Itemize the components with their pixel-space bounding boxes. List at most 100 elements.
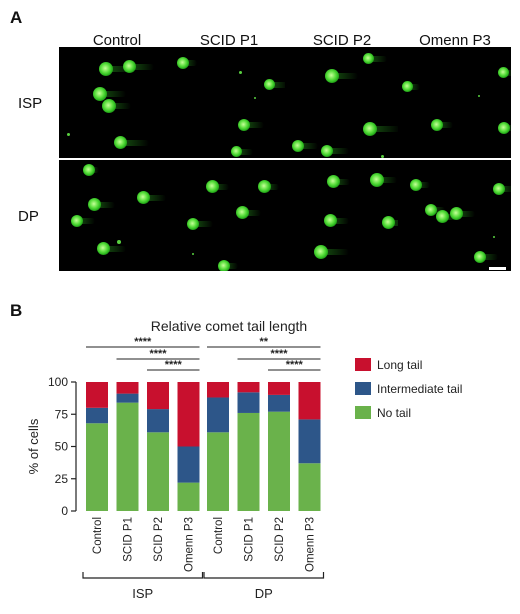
comet-nucleus xyxy=(114,136,127,149)
comet-tail xyxy=(368,55,387,62)
bar-long-tail xyxy=(207,382,229,398)
bar-no-tail xyxy=(147,432,169,511)
comet-nucleus xyxy=(450,207,463,220)
bar-long-tail xyxy=(237,382,260,393)
comet-nucleus xyxy=(474,251,486,263)
comet-nucleus xyxy=(402,81,413,92)
comet-nucleus xyxy=(88,198,101,211)
comet-nucleus xyxy=(236,206,249,219)
speck xyxy=(117,240,121,244)
group-bracket xyxy=(203,572,325,579)
comet-tail xyxy=(109,103,131,109)
comet-nucleus xyxy=(292,140,304,152)
comet-nucleus xyxy=(231,146,242,157)
bar-no-tail xyxy=(207,432,229,511)
comet-nucleus xyxy=(102,99,116,113)
comet-nucleus xyxy=(187,218,199,230)
bar-no-tail xyxy=(237,412,260,511)
x-tick-label: SCID P2 xyxy=(153,517,165,562)
x-tick-label: SCID P2 xyxy=(274,517,286,562)
micrograph-isp-scid-p1 xyxy=(172,47,285,158)
comet-tail xyxy=(100,91,126,97)
bar-no-tail xyxy=(86,423,108,511)
y-tick-label: 50 xyxy=(55,440,69,454)
bar-intermediate-tail xyxy=(207,397,229,433)
bar-long-tail xyxy=(147,382,169,410)
comet-tail xyxy=(212,183,229,190)
comet-tail xyxy=(416,182,430,188)
bar-long-tail xyxy=(86,382,108,408)
significance-label: **** xyxy=(149,348,167,360)
micrograph-dp-omenn-p3 xyxy=(398,160,511,271)
legend-swatch xyxy=(355,382,371,395)
y-axis-title: % of cells xyxy=(26,418,41,474)
speck xyxy=(478,95,480,97)
speck xyxy=(192,253,194,255)
comet-tail xyxy=(193,221,213,227)
comet-nucleus xyxy=(218,260,230,271)
x-tick-label: SCID P1 xyxy=(123,517,135,562)
bar-intermediate-tail xyxy=(147,409,169,433)
bar-long-tail xyxy=(116,382,139,394)
bar-no-tail xyxy=(268,411,290,511)
comet-nucleus xyxy=(137,191,150,204)
speck xyxy=(239,71,242,74)
comet-nucleus xyxy=(264,79,275,90)
comet-tail xyxy=(143,194,166,201)
comet-nucleus xyxy=(363,122,377,136)
speck xyxy=(254,97,256,99)
bar-long-tail xyxy=(268,382,290,395)
bar-intermediate-tail xyxy=(298,419,321,464)
bar-intermediate-tail xyxy=(177,446,200,483)
comet-nucleus xyxy=(123,60,136,73)
comet-tail xyxy=(327,148,349,154)
legend-label: Intermediate tail xyxy=(377,382,462,396)
x-tick-label: SCID P1 xyxy=(244,517,256,562)
column-label-scid-p2: SCID P2 xyxy=(312,32,372,49)
bar-intermediate-tail xyxy=(86,407,108,424)
comet-tail xyxy=(129,63,154,70)
micrograph-isp-scid-p2 xyxy=(285,47,398,158)
comet-nucleus xyxy=(410,179,422,191)
comet-nucleus xyxy=(83,164,95,176)
comet-nucleus xyxy=(99,62,113,76)
speck xyxy=(493,236,495,238)
comet-tail xyxy=(94,201,115,208)
comet-tail xyxy=(298,143,318,149)
comet-nucleus xyxy=(93,87,107,101)
comet-tail-chart: B Relative comet tail length 0 25 50 75 100%… xyxy=(10,301,462,601)
x-tick-label: Control xyxy=(92,517,104,554)
comet-nucleus xyxy=(498,122,510,134)
y-tick-label: 100 xyxy=(48,375,68,389)
legend-swatch xyxy=(355,358,371,371)
comet-nucleus xyxy=(258,180,271,193)
column-label-omenn-p3: Omenn P3 xyxy=(419,32,491,49)
comet-nucleus xyxy=(327,175,340,188)
comet-tail xyxy=(269,81,285,88)
x-tick-label: Control xyxy=(213,517,225,554)
micrograph-dp-scid-p2 xyxy=(285,160,398,271)
group-bracket xyxy=(82,572,204,579)
comet-nucleus xyxy=(206,180,219,193)
comet-tail xyxy=(77,218,95,224)
bar-no-tail xyxy=(298,463,321,511)
comet-tail xyxy=(244,122,264,128)
comet-tail xyxy=(370,126,398,132)
comet-nucleus xyxy=(71,215,83,227)
x-tick-label: Omenn P3 xyxy=(305,517,317,572)
comet-tail xyxy=(377,177,397,183)
comet-tail xyxy=(236,148,253,155)
micrograph-dp-scid-p1 xyxy=(172,160,285,271)
comet-nucleus xyxy=(425,204,437,216)
y-tick-label: 75 xyxy=(55,407,69,421)
comet-nucleus xyxy=(177,57,189,69)
comet-tail xyxy=(224,263,238,269)
comet-nucleus xyxy=(431,119,443,131)
comet-tail xyxy=(332,73,358,79)
comet-nucleus xyxy=(324,214,337,227)
comet-nucleus xyxy=(321,145,333,157)
group-label: ISP xyxy=(132,586,153,601)
significance-label: **** xyxy=(286,359,304,371)
bar-intermediate-tail xyxy=(116,393,139,403)
comet-tail xyxy=(264,183,279,190)
